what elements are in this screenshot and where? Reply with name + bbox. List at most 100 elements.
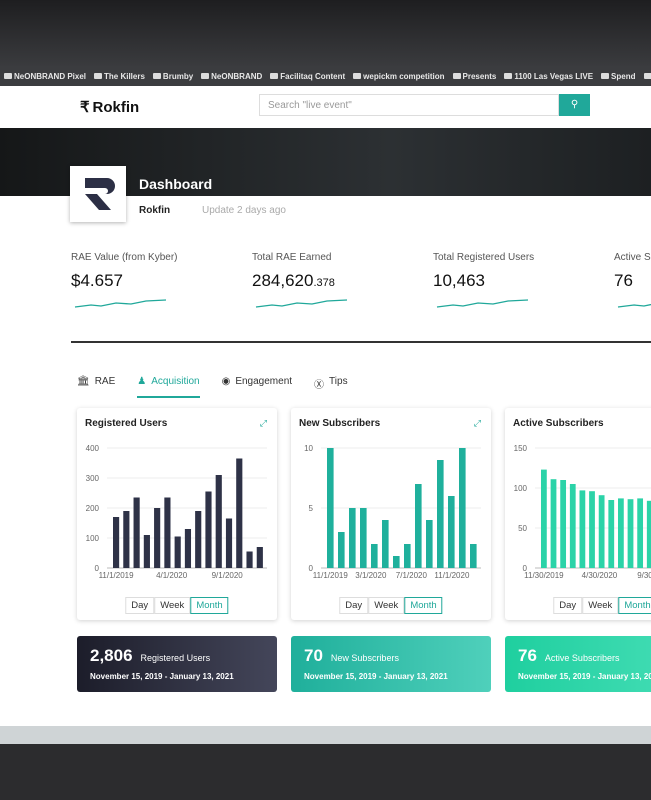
bar[interactable] <box>459 448 466 568</box>
bookmark[interactable]: Brumby <box>152 72 193 81</box>
bar[interactable] <box>113 517 120 568</box>
bar[interactable] <box>236 458 243 569</box>
sparkline <box>617 303 651 308</box>
bar[interactable] <box>143 535 150 568</box>
bar[interactable] <box>154 508 161 568</box>
range-day-button[interactable]: Day <box>125 597 155 614</box>
bookmark[interactable]: Facilitaq Content <box>270 72 345 81</box>
bar[interactable] <box>360 508 367 568</box>
bar[interactable] <box>560 480 567 568</box>
range-day-button[interactable]: Day <box>339 597 369 614</box>
bar[interactable] <box>327 448 334 568</box>
bar[interactable] <box>646 500 651 568</box>
bar[interactable] <box>541 469 547 568</box>
sparkline <box>255 299 348 308</box>
chart-title: New Subscribers <box>299 418 381 429</box>
chart-title: Registered Users <box>85 418 168 429</box>
range-month-button[interactable]: Month <box>404 597 443 614</box>
x-tick-label: 11/30/2019 <box>524 571 564 580</box>
y-tick-label: 0 <box>523 564 528 573</box>
bookmark[interactable]: NeONBRAND Pixel <box>4 72 86 81</box>
bar[interactable] <box>589 491 595 568</box>
y-tick-label: 400 <box>86 444 100 453</box>
bar[interactable] <box>448 496 455 568</box>
range-week-button[interactable]: Week <box>154 597 191 614</box>
bar[interactable] <box>393 556 400 568</box>
bar[interactable] <box>205 491 212 569</box>
folder-icon <box>504 73 513 79</box>
bar[interactable] <box>579 490 586 568</box>
summary-card: 76 Active Subscribers November 15, 2019 - … <box>505 636 651 692</box>
tab-acquisition[interactable]: ♟ Acquisition <box>137 376 200 398</box>
bar[interactable] <box>404 544 411 568</box>
bar[interactable] <box>338 532 345 568</box>
bar[interactable] <box>627 499 634 568</box>
bookmark[interactable]: wepickm competition <box>353 72 445 81</box>
tab-tips[interactable]: Ⓧ Tips <box>314 376 348 391</box>
logo[interactable]: ₹ Rokfin <box>80 98 139 117</box>
bar[interactable] <box>415 484 422 568</box>
x-tick-label: 3/1/2020 <box>355 571 387 580</box>
expand-icon[interactable]: ⤢ <box>473 418 481 428</box>
x-tick-label: 9/30/2020 <box>637 571 651 580</box>
bar[interactable] <box>608 500 615 568</box>
bar[interactable] <box>437 460 444 568</box>
tab-engagement[interactable]: ◉ Engagement <box>222 376 292 398</box>
y-tick-label: 100 <box>514 484 528 493</box>
bar[interactable] <box>426 520 433 568</box>
bar[interactable] <box>256 547 263 568</box>
bar[interactable] <box>550 479 557 568</box>
bar-chart: 0 50 100 150 11/30/2019 4/30/2020 9/30/2020 <box>514 444 651 580</box>
bookmark[interactable]: NeONBRAND <box>201 72 262 81</box>
bookmark[interactable]: Presents <box>452 72 496 81</box>
expand-icon[interactable]: ⤢ <box>259 418 267 428</box>
bar[interactable] <box>164 497 171 569</box>
sparkline <box>74 299 167 308</box>
bar[interactable] <box>569 484 576 568</box>
tab-rae[interactable]: 🏛 RAE <box>77 376 115 398</box>
range-day-button[interactable]: Day <box>553 597 583 614</box>
stat-card: Active Subscribers 76 <box>614 252 651 316</box>
y-tick-label: 150 <box>514 444 528 453</box>
bar[interactable] <box>195 511 202 568</box>
summary-range: November 15, 2019 - January 13, 2021 <box>304 672 448 681</box>
search-button[interactable]: ⚲ <box>559 94 590 116</box>
update-time: Update 2 days ago <box>202 205 286 216</box>
bar[interactable] <box>215 475 222 568</box>
bar[interactable] <box>371 544 378 568</box>
bar[interactable] <box>174 536 181 569</box>
y-tick-label: 5 <box>309 504 314 513</box>
bar[interactable] <box>637 498 644 568</box>
bar[interactable] <box>184 529 192 568</box>
range-month-button[interactable]: Month <box>190 597 229 614</box>
bar[interactable] <box>349 508 356 568</box>
bookmark[interactable]: Spend <box>601 72 636 81</box>
range-selector: Day Week Month <box>339 597 443 614</box>
x-tick-label: 9/1/2020 <box>212 571 244 580</box>
range-selector: Day Week Month <box>125 597 229 614</box>
bar[interactable] <box>618 498 624 568</box>
range-week-button[interactable]: Week <box>582 597 619 614</box>
summary-value: 70 <box>304 646 323 665</box>
bar[interactable] <box>382 520 389 568</box>
stat-label: Total Registered Users <box>433 252 535 263</box>
bar[interactable] <box>133 497 140 569</box>
bar[interactable] <box>123 511 130 568</box>
summary-range: November 15, 2019 - January 13, 2021 <box>90 672 234 681</box>
dollar-icon: Ⓧ <box>314 380 325 391</box>
x-tick-label: 11/1/2019 <box>313 571 349 580</box>
bookmark[interactable]: Mall CD <box>643 72 651 81</box>
bookmark[interactable]: The Killers <box>94 72 145 81</box>
range-month-button[interactable]: Month <box>618 597 651 614</box>
bank-icon: 🏛 <box>77 376 90 387</box>
bar[interactable] <box>246 551 253 569</box>
range-week-button[interactable]: Week <box>368 597 405 614</box>
folder-icon <box>201 73 210 79</box>
bar[interactable] <box>225 518 233 569</box>
stat-number: 76 <box>614 271 633 290</box>
bookmark[interactable]: 1100 Las Vegas LIVE <box>504 72 593 81</box>
bar[interactable] <box>470 544 477 568</box>
bar-chart: 0 100 200 300 400 11/1/2019 4/1/2020 9/1/2020 <box>86 444 267 580</box>
bar[interactable] <box>598 495 605 568</box>
search-input[interactable]: Search "live event" <box>259 94 559 116</box>
